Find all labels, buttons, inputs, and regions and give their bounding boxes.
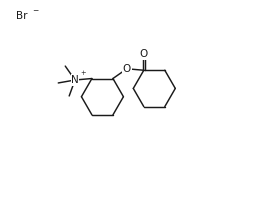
Text: N: N	[71, 75, 79, 85]
Text: O: O	[123, 64, 131, 74]
Text: +: +	[80, 70, 86, 76]
Text: −: −	[32, 8, 38, 14]
Text: O: O	[140, 49, 148, 59]
Text: Br: Br	[16, 11, 28, 21]
